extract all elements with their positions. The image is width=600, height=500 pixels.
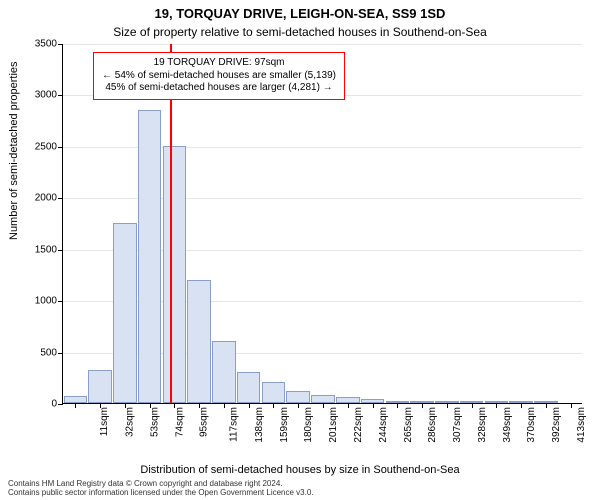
histogram-bar [311, 395, 335, 403]
chart-container: 19, TORQUAY DRIVE, LEIGH-ON-SEA, SS9 1SD… [0, 0, 600, 500]
x-tick-mark [397, 403, 398, 408]
x-tick-label: 307sqm [452, 407, 463, 443]
x-tick-label: 265sqm [403, 407, 414, 443]
x-tick-label: 159sqm [279, 407, 290, 443]
x-tick-mark [125, 403, 126, 408]
x-tick-mark [150, 403, 151, 408]
x-tick-label: 74sqm [174, 407, 185, 437]
x-tick-label: 32sqm [125, 407, 136, 437]
x-tick-label: 201sqm [328, 407, 339, 443]
y-tick-label: 2500 [35, 141, 63, 152]
x-tick-label: 138sqm [254, 407, 265, 443]
histogram-bar [138, 110, 162, 403]
x-tick-mark [298, 403, 299, 408]
y-tick-label: 1000 [35, 296, 63, 307]
x-axis-label: Distribution of semi-detached houses by … [0, 464, 600, 476]
x-tick-mark [546, 403, 547, 408]
x-tick-mark [174, 403, 175, 408]
x-tick-mark [521, 403, 522, 408]
x-tick-label: 11sqm [99, 407, 110, 436]
x-tick-label: 286sqm [427, 407, 438, 443]
histogram-bar [212, 341, 236, 403]
plot-area: 050010001500200025003000350011sqm32sqm53… [62, 44, 582, 404]
x-tick-mark [373, 403, 374, 408]
y-tick-label: 3500 [35, 39, 63, 50]
footer-line-2: Contains public sector information licen… [8, 488, 314, 498]
histogram-bar [262, 382, 286, 403]
x-tick-label: 117sqm [229, 407, 240, 442]
x-tick-mark [348, 403, 349, 408]
histogram-bar [163, 146, 187, 403]
annotation-line: ← 54% of semi-detached houses are smalle… [102, 70, 336, 83]
x-tick-mark [199, 403, 200, 408]
x-tick-label: 392sqm [551, 407, 562, 443]
y-tick-label: 1500 [35, 244, 63, 255]
x-tick-mark [472, 403, 473, 408]
x-tick-label: 349sqm [502, 407, 513, 443]
histogram-bar [187, 280, 211, 403]
x-tick-label: 222sqm [353, 407, 364, 443]
annotation-line: 45% of semi-detached houses are larger (… [102, 82, 336, 95]
footer-attribution: Contains HM Land Registry data © Crown c… [8, 479, 314, 498]
y-tick-label: 2000 [35, 193, 63, 204]
histogram-bar [88, 370, 112, 403]
y-tick-label: 500 [40, 347, 63, 358]
y-tick-label: 3000 [35, 90, 63, 101]
x-tick-mark [224, 403, 225, 408]
histogram-bar [286, 391, 310, 403]
x-tick-label: 413sqm [576, 407, 587, 443]
gridline [63, 44, 582, 45]
x-tick-label: 328sqm [477, 407, 488, 443]
y-tick-label: 0 [51, 399, 63, 410]
y-axis-label: Number of semi-detached properties [8, 61, 20, 240]
x-tick-label: 180sqm [304, 407, 315, 443]
x-tick-mark [571, 403, 572, 408]
x-tick-mark [100, 403, 101, 408]
annotation-box: 19 TORQUAY DRIVE: 97sqm← 54% of semi-det… [93, 52, 345, 100]
x-tick-mark [249, 403, 250, 408]
x-tick-label: 95sqm [199, 407, 210, 437]
x-tick-label: 370sqm [526, 407, 537, 443]
x-tick-label: 244sqm [378, 407, 389, 443]
footer-line-1: Contains HM Land Registry data © Crown c… [8, 479, 314, 489]
histogram-bar [237, 372, 261, 403]
x-tick-mark [273, 403, 274, 408]
histogram-bar [64, 396, 88, 403]
x-tick-mark [75, 403, 76, 408]
x-tick-mark [496, 403, 497, 408]
annotation-line: 19 TORQUAY DRIVE: 97sqm [102, 57, 336, 70]
histogram-bar [113, 223, 137, 403]
x-tick-mark [422, 403, 423, 408]
chart-title-sub: Size of property relative to semi-detach… [0, 25, 600, 39]
chart-title-main: 19, TORQUAY DRIVE, LEIGH-ON-SEA, SS9 1SD [0, 6, 600, 21]
x-tick-mark [447, 403, 448, 408]
x-tick-mark [323, 403, 324, 408]
x-tick-label: 53sqm [149, 407, 160, 437]
